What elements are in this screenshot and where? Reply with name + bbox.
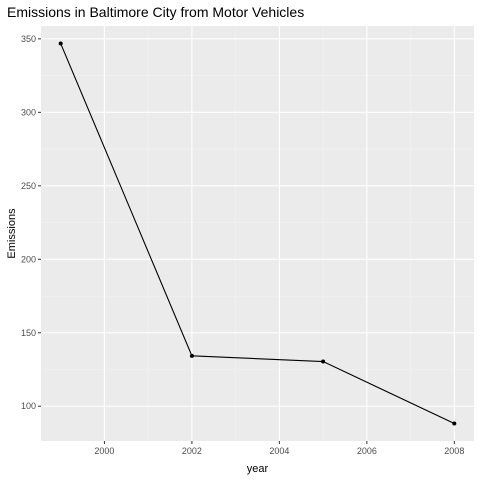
major-gridlines [41,26,474,441]
data-point [452,421,457,426]
minor-gridlines [41,26,474,441]
y-axis-ticks: 100 150 200 250 300 350 [21,34,41,411]
data-point [189,353,194,358]
y-tick-label: 200 [21,254,36,264]
y-tick-label: 150 [21,328,36,338]
y-tick-label: 100 [21,401,36,411]
x-tick-label: 2008 [444,446,464,456]
y-tick-label: 300 [21,107,36,117]
y-axis-title: Emissions [6,208,18,259]
plot-panel [41,26,474,441]
x-tick-label: 2004 [269,446,289,456]
y-tick-label: 350 [21,34,36,44]
data-point [321,359,326,364]
series-layer [58,41,457,426]
x-tick-label: 2006 [357,446,377,456]
x-tick-label: 2000 [94,446,114,456]
data-point [58,41,63,46]
x-tick-label: 2002 [182,446,202,456]
y-tick-label: 250 [21,181,36,191]
chart-title: Emissions in Baltimore City from Motor V… [7,4,304,20]
emissions-line [60,43,455,424]
x-axis-title: year [247,463,269,475]
x-axis-ticks: 2000 2002 2004 2006 2008 [94,441,464,456]
